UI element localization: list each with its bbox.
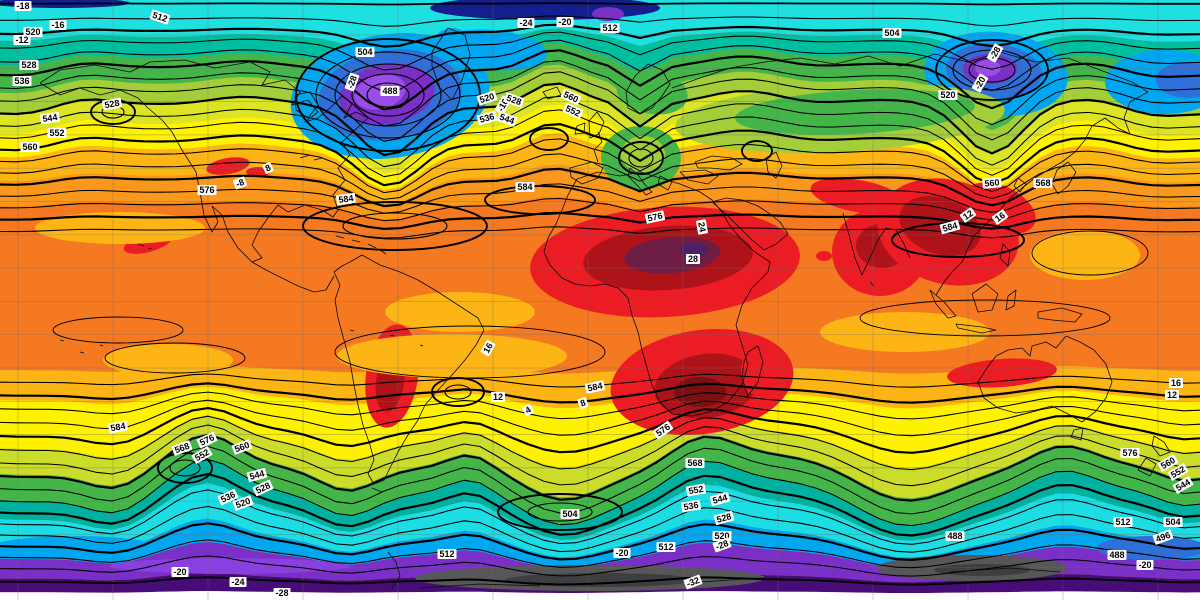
canada-polar-vortex — [315, 51, 461, 139]
coastline — [371, 487, 383, 493]
top-purple-speck — [592, 7, 624, 21]
satlantic-low — [444, 384, 472, 400]
sahel-heat-violet — [680, 243, 708, 257]
coastline — [294, 91, 319, 119]
coastline — [574, 122, 586, 135]
coastline — [333, 254, 485, 485]
italy-cutoff-low — [618, 141, 664, 175]
coastline — [694, 155, 743, 171]
coastline — [419, 583, 541, 589]
coastline — [671, 51, 1149, 93]
med-584-high — [484, 185, 596, 215]
coastline — [699, 577, 821, 583]
us-heat-spot — [206, 157, 250, 175]
coastline — [711, 197, 789, 251]
coastline — [657, 175, 673, 191]
coastline — [869, 281, 875, 287]
siberia-green-core — [735, 89, 975, 135]
coastline — [929, 289, 957, 319]
coastline — [679, 169, 719, 185]
mexico-584-high — [302, 201, 488, 251]
blacksea-low — [741, 140, 773, 162]
coastline — [137, 243, 153, 250]
warm-patch-npacific — [1030, 230, 1140, 280]
coastline — [999, 243, 1011, 267]
warm-patch-satlantic — [337, 334, 567, 378]
warm-patch-pacific — [35, 212, 205, 244]
spacific-high-cell — [169, 459, 201, 477]
coastline — [741, 345, 764, 397]
coastline — [251, 261, 335, 293]
coastline — [955, 323, 997, 334]
satlantic-low — [431, 377, 485, 407]
australia-heat-red — [947, 358, 1057, 388]
coastline — [1013, 177, 1027, 193]
coastline — [971, 283, 999, 313]
coastline — [977, 335, 1113, 423]
coastline — [569, 161, 604, 185]
siberia-polar-vortex — [935, 39, 1049, 101]
coastline — [431, 27, 471, 101]
coastline — [593, 131, 603, 163]
coastline — [627, 167, 653, 196]
coastline — [543, 171, 771, 417]
canada-polar-vortex — [366, 82, 410, 108]
coastline — [59, 329, 424, 354]
warm-patch-atlantic — [385, 292, 535, 332]
coastline — [39, 59, 369, 263]
canada-polar-vortex — [334, 63, 442, 127]
coastline — [588, 111, 605, 139]
coastline — [335, 235, 387, 255]
warm-patch-spacific — [103, 344, 233, 376]
coastline — [1005, 289, 1017, 311]
iran-heat-red — [810, 178, 906, 214]
spacific-504-low — [527, 502, 593, 522]
safrica-heat-core — [674, 377, 726, 407]
coastline — [765, 151, 783, 179]
coastline — [299, 154, 323, 161]
uk-ridge-high — [529, 127, 569, 151]
coastline — [625, 63, 671, 115]
italy-cutoff-low — [628, 148, 654, 168]
mexico-584-high — [342, 212, 448, 240]
spacific-504-low — [497, 493, 623, 531]
coastline — [1037, 307, 1083, 323]
indian-heat-spot — [816, 251, 832, 261]
coastline — [842, 212, 911, 276]
canada-polar-vortex — [351, 73, 425, 117]
antarctic-purple-streak — [110, 558, 350, 574]
coastline — [1137, 457, 1157, 477]
coastline — [949, 567, 1061, 573]
coastline — [1070, 427, 1084, 441]
coastline — [387, 551, 401, 589]
coastline — [935, 91, 1149, 296]
